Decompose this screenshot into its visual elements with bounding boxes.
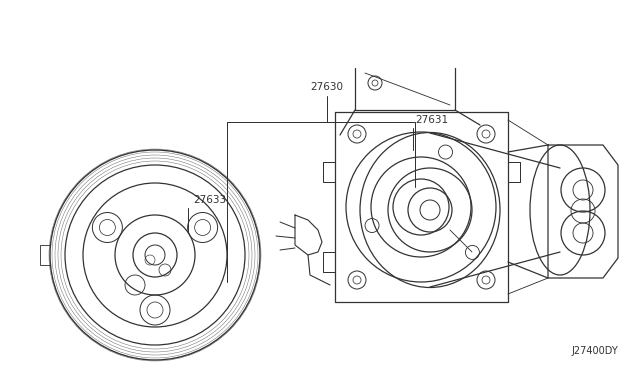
Text: J27400DY: J27400DY [572,346,618,356]
Text: 27631: 27631 [415,115,448,125]
Text: 27633: 27633 [193,195,226,205]
Text: 27630: 27630 [310,82,344,92]
